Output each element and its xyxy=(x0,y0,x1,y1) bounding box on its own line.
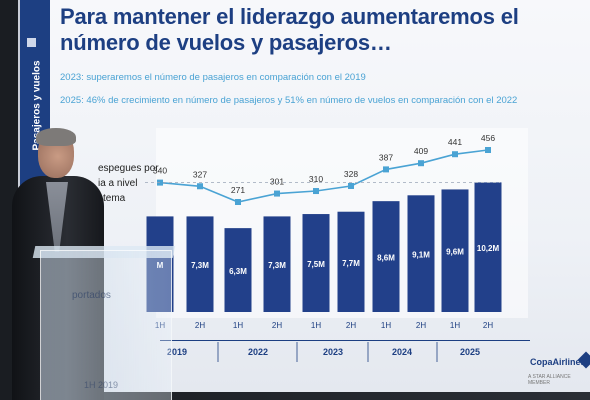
bar-label: 9,6M xyxy=(446,248,464,257)
bar-label: 8,6M xyxy=(377,254,395,263)
bar-2H-2025 xyxy=(474,182,502,312)
passengers-point xyxy=(313,188,319,195)
passengers-point xyxy=(452,151,458,158)
passengers-value-label: 327 xyxy=(193,169,207,179)
bar-label: 10,2M xyxy=(477,244,500,253)
passengers-value-label: 409 xyxy=(414,146,428,156)
bar-2H-2022 xyxy=(263,216,291,312)
passengers-point xyxy=(348,182,354,189)
period-label: 2H xyxy=(272,321,282,330)
period-label: 1H xyxy=(450,321,460,330)
period-label: 2H xyxy=(416,321,426,330)
sidebar-square-icon xyxy=(27,38,36,47)
chart-label-line: ia a nivel xyxy=(98,178,138,189)
passengers-point xyxy=(485,147,491,153)
bar-2H-2024 xyxy=(407,195,435,312)
year-label: 2023 xyxy=(323,347,343,357)
subtitle-2025: 2025: 46% de crecimiento en número de pa… xyxy=(60,95,518,106)
passengers-point xyxy=(383,166,389,173)
podium-text: portados xyxy=(72,290,111,301)
bar-label: 7,5M xyxy=(307,260,325,269)
passengers-value-label: 387 xyxy=(379,152,393,162)
bar-1H-2022 xyxy=(224,228,252,312)
passengers-point xyxy=(418,160,424,167)
passengers-value-label: 441 xyxy=(448,137,462,147)
bar-1H-2024 xyxy=(372,201,400,312)
passengers-line xyxy=(159,149,489,203)
brand-subtext: A STAR ALLIANCE MEMBER xyxy=(528,374,571,386)
podium xyxy=(40,250,172,400)
bar-label: 7,7M xyxy=(342,259,360,268)
bar-label: 7,3M xyxy=(191,261,209,270)
passengers-value-label: 310 xyxy=(309,174,323,184)
period-label: 1H xyxy=(311,321,321,330)
passengers-point xyxy=(274,190,280,197)
chart-label-line: espegues por xyxy=(98,163,159,174)
passengers-value-label: 271 xyxy=(231,185,245,195)
subtitle-2023: 2023: superaremos el número de pasajeros… xyxy=(60,72,366,83)
passengers-value-label: 456 xyxy=(481,133,495,143)
period-label: 1H xyxy=(381,321,391,330)
passengers-point xyxy=(197,183,203,190)
bar-label: 9,1M xyxy=(412,251,430,260)
period-label: 2H xyxy=(195,321,205,330)
bar-1H-2023 xyxy=(302,214,330,312)
period-label: 1H xyxy=(233,321,243,330)
bar-label: 7,3M xyxy=(268,261,286,270)
bar-2H-2019 xyxy=(186,216,214,312)
chart-label-line: stema xyxy=(98,193,126,204)
year-label: 2022 xyxy=(248,347,268,357)
slide-title: Para mantener el liderazgo aumentaremos … xyxy=(60,4,519,55)
period-label: 2H xyxy=(483,321,493,330)
chart-axis xyxy=(160,340,530,341)
passengers-value-label: 301 xyxy=(270,177,284,187)
bar-2H-2023 xyxy=(337,211,365,312)
passengers-value-label: 340 xyxy=(153,166,167,176)
passengers-point xyxy=(235,199,241,205)
year-label: 2019 xyxy=(167,347,187,357)
podium-text-2: 1H 2019 xyxy=(84,380,119,390)
bar-label: 6,3M xyxy=(229,267,247,276)
bar-1H-2025 xyxy=(441,189,469,312)
passengers-value-label: 328 xyxy=(344,169,358,179)
brand-logo-text: CopaAirlines xyxy=(530,357,586,367)
year-label: 2024 xyxy=(392,347,412,357)
year-label: 2025 xyxy=(460,347,480,357)
speaker-hair xyxy=(36,128,76,146)
period-label: 2H xyxy=(346,321,356,330)
